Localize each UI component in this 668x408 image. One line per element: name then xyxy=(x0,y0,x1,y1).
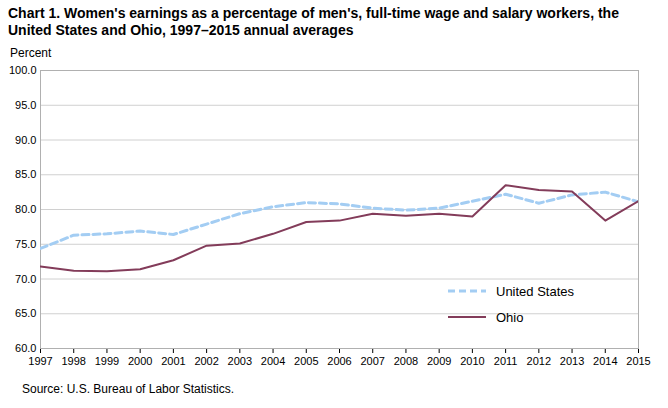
svg-text:2000: 2000 xyxy=(128,355,152,367)
svg-text:2009: 2009 xyxy=(427,355,451,367)
svg-text:80.0: 80.0 xyxy=(15,203,36,215)
html-text:Percent: Percent xyxy=(10,46,52,60)
svg-text:85.0: 85.0 xyxy=(15,168,36,180)
svg-text:2001: 2001 xyxy=(161,355,185,367)
svg-text:2012: 2012 xyxy=(527,355,551,367)
svg-text:2013: 2013 xyxy=(560,355,584,367)
svg-text:2010: 2010 xyxy=(460,355,484,367)
svg-text:60.0: 60.0 xyxy=(15,342,36,354)
html-text:Ohio: Ohio xyxy=(496,309,524,325)
svg-text:2006: 2006 xyxy=(327,355,351,367)
svg-text:100.0: 100.0 xyxy=(9,64,37,76)
svg-text:1998: 1998 xyxy=(61,355,85,367)
svg-text:1999: 1999 xyxy=(95,355,119,367)
html-text:Source: U.S. Bureau of Labor S: Source: U.S. Bureau of Labor Statistics. xyxy=(22,382,235,396)
svg-text:95.0: 95.0 xyxy=(15,99,36,111)
svg-text:2008: 2008 xyxy=(394,355,418,367)
html-text:United States: United States xyxy=(496,283,574,299)
svg-text:75.0: 75.0 xyxy=(15,238,36,250)
svg-text:2007: 2007 xyxy=(360,355,384,367)
svg-text:2011: 2011 xyxy=(494,355,518,367)
svg-text:1997: 1997 xyxy=(28,355,52,367)
svg-text:2004: 2004 xyxy=(261,355,285,367)
svg-text:2015: 2015 xyxy=(626,355,650,367)
svg-text:2003: 2003 xyxy=(228,355,252,367)
svg-text:2014: 2014 xyxy=(593,355,617,367)
svg-text:90.0: 90.0 xyxy=(15,134,36,146)
svg-text:70.0: 70.0 xyxy=(15,273,36,285)
svg-text:2002: 2002 xyxy=(194,355,218,367)
svg-text:65.0: 65.0 xyxy=(15,307,36,319)
html-text:Chart 1. Women's earnings as a: Chart 1. Women's earnings as a percentag… xyxy=(8,5,619,38)
svg-text:2005: 2005 xyxy=(294,355,318,367)
